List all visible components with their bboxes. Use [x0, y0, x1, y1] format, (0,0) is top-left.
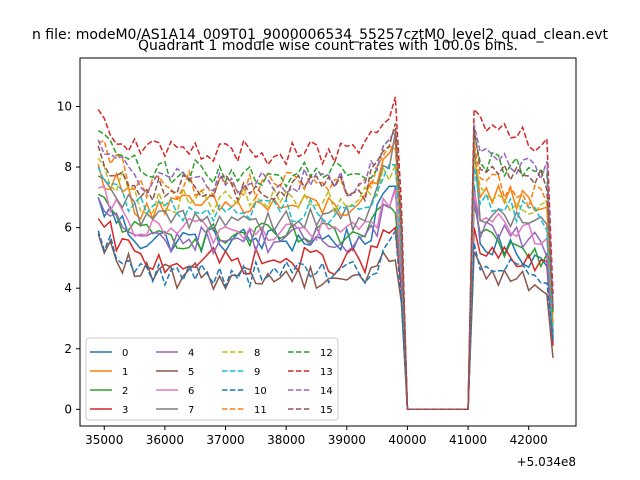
legend-label-13: 13: [320, 367, 333, 378]
legend-box: [85, 337, 339, 421]
legend-label-15: 15: [320, 405, 333, 416]
y-tick-label: 10: [57, 99, 72, 113]
series-line-9: [97, 163, 554, 411]
series-line-8: [97, 157, 554, 411]
legend-label-3: 3: [122, 405, 128, 416]
y-tick-label: 2: [64, 342, 72, 356]
legend-label-2: 2: [122, 386, 128, 397]
series-line-13: [97, 96, 554, 411]
x-tick-label: 42000: [510, 433, 548, 447]
legend-label-10: 10: [254, 386, 267, 397]
series-line-15: [97, 123, 554, 411]
x-tick-label: 35000: [85, 433, 123, 447]
legend-label-11: 11: [254, 405, 267, 416]
legend-label-1: 1: [122, 367, 128, 378]
series-line-5: [97, 233, 554, 411]
series-line-6: [97, 185, 554, 411]
series-line-11: [97, 139, 554, 411]
x-axis: 35000 36000 37000 38000 39000 40000 41000 42000: [85, 426, 548, 447]
series-line-10: [97, 228, 554, 411]
y-axis: 0 2 4 6 8 10: [57, 99, 80, 416]
legend-label-12: 12: [320, 348, 333, 359]
legend-label-14: 14: [320, 386, 333, 397]
legend-label-6: 6: [188, 386, 194, 397]
plot-frame: [79, 57, 577, 427]
chart-title: Quadrant 1 module wise count rates with …: [138, 38, 518, 54]
y-tick-label: 4: [64, 281, 72, 295]
x-tick-label: 37000: [206, 433, 244, 447]
x-tick-label: 40000: [388, 433, 426, 447]
legend-label-5: 5: [188, 367, 194, 378]
series-line-14: [97, 124, 554, 411]
x-tick-label: 38000: [267, 433, 305, 447]
legend-label-9: 9: [254, 367, 260, 378]
series-line-3: [97, 218, 554, 411]
legend-label-0: 0: [122, 348, 128, 359]
x-tick-label: 36000: [146, 433, 184, 447]
x-tick-label: 39000: [328, 433, 366, 447]
series-line-4: [97, 187, 554, 411]
legend-label-7: 7: [188, 405, 194, 416]
legend-label-8: 8: [254, 348, 260, 359]
chart-suptitle: n file: modeM0/AS1A14_009T01_9000006534_…: [32, 27, 609, 43]
plot-lines: [97, 96, 554, 411]
series-line-12: [97, 128, 554, 411]
y-tick-label: 8: [64, 160, 72, 174]
x-tick-label: 41000: [449, 433, 487, 447]
legend-label-4: 4: [188, 348, 194, 359]
y-tick-label: 0: [64, 402, 72, 416]
y-tick-label: 6: [64, 221, 72, 235]
x-offset-label: +5.034e8: [517, 455, 576, 469]
